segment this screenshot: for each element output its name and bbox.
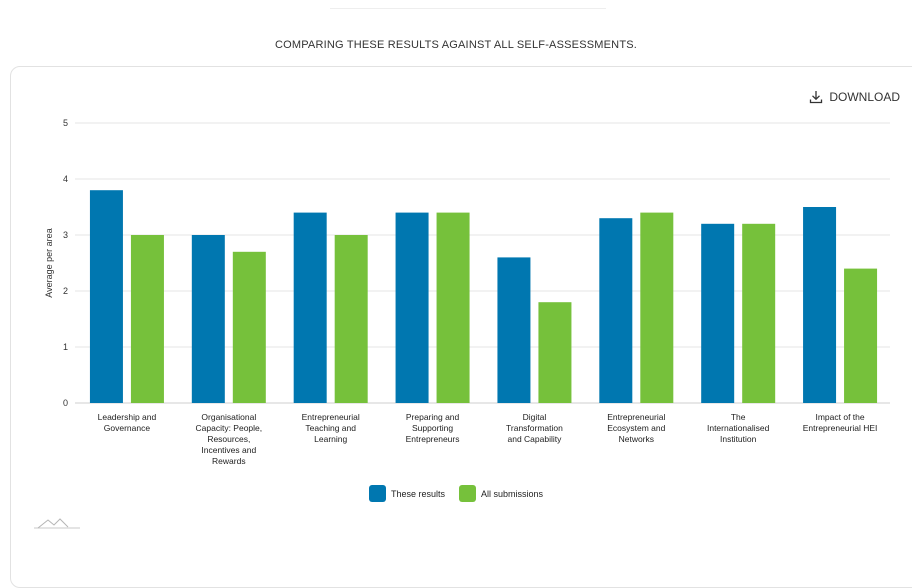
bar-these-results: [89, 190, 123, 403]
x-category-label: Organisational: [201, 412, 256, 422]
bar-chart: 0 1 2 3 4 5 Average per area Leadership andGove…: [44, 118, 890, 466]
y-tick-label: 3: [63, 230, 68, 240]
bar-all-submissions: [436, 212, 470, 403]
x-category-label: Teaching and: [305, 423, 356, 433]
x-category-label: Transformation: [506, 423, 563, 433]
x-category-label: The: [731, 412, 746, 422]
x-category-label: Institution: [720, 434, 757, 444]
bar-these-results: [191, 235, 225, 403]
bar-these-results: [599, 218, 633, 403]
x-category-label: and Capability: [508, 434, 563, 444]
bar-these-results: [395, 212, 429, 403]
x-category-label: Entrepreneurial: [607, 412, 665, 422]
legend-label-these-results: These results: [390, 488, 445, 499]
bar-all-submissions: [742, 223, 776, 403]
legend-item-these-results[interactable]: These results: [368, 485, 445, 502]
download-label: DOWNLOAD: [829, 90, 900, 104]
x-category-label: Incentives and: [201, 445, 256, 455]
legend-swatch-all-submissions: [459, 485, 476, 502]
bar-all-submissions: [844, 268, 878, 403]
x-category-label: Supporting: [412, 423, 453, 433]
x-category-label: Entrepreneurs: [406, 434, 460, 444]
x-category-label: Entrepreneurial HEI: [803, 423, 878, 433]
x-category-label: Leadership and: [98, 412, 157, 422]
bar-these-results: [701, 223, 735, 403]
bar-these-results: [293, 212, 327, 403]
bar-all-submissions: [334, 235, 368, 403]
top-divider: [330, 8, 606, 9]
x-category-label: Digital: [523, 412, 547, 422]
x-category-label: Governance: [104, 423, 151, 433]
x-category-label: Impact of the: [815, 412, 864, 422]
bar-these-results: [497, 257, 531, 403]
x-category-label: Learning: [314, 434, 347, 444]
x-category-label: Preparing and: [406, 412, 460, 422]
x-category-label: Rewards: [212, 456, 246, 466]
y-axis-label: Average per area: [44, 228, 54, 297]
legend-label-all-submissions: All submissions: [481, 488, 544, 499]
y-tick-label: 1: [63, 342, 68, 352]
x-category-label: Entrepreneurial: [302, 412, 360, 422]
chart-legend: These results All submissions: [0, 485, 912, 502]
y-tick-label: 5: [63, 118, 68, 128]
section-heading: COMPARING THESE RESULTS AGAINST ALL SELF…: [274, 39, 638, 51]
legend-swatch-these-results: [368, 485, 386, 502]
y-tick-label: 0: [63, 398, 68, 408]
x-category-label: Networks: [619, 434, 654, 444]
bar-all-submissions: [232, 251, 266, 403]
download-icon: [809, 90, 823, 104]
bar-all-submissions: [130, 235, 164, 403]
x-category-label: Ecosystem and: [607, 423, 665, 433]
bar-all-submissions: [640, 212, 674, 403]
bar-these-results: [803, 207, 837, 403]
y-tick-label: 2: [63, 286, 68, 296]
y-tick-label: 4: [63, 174, 68, 184]
logo-icon: [34, 516, 80, 535]
x-category-label: Internationalised: [707, 423, 770, 433]
legend-item-all-submissions[interactable]: All submissions: [459, 485, 543, 502]
download-button[interactable]: DOWNLOAD: [809, 90, 900, 104]
x-category-label: Resources,: [207, 434, 250, 444]
bar-all-submissions: [538, 302, 572, 403]
x-category-label: Capacity: People,: [196, 423, 263, 433]
